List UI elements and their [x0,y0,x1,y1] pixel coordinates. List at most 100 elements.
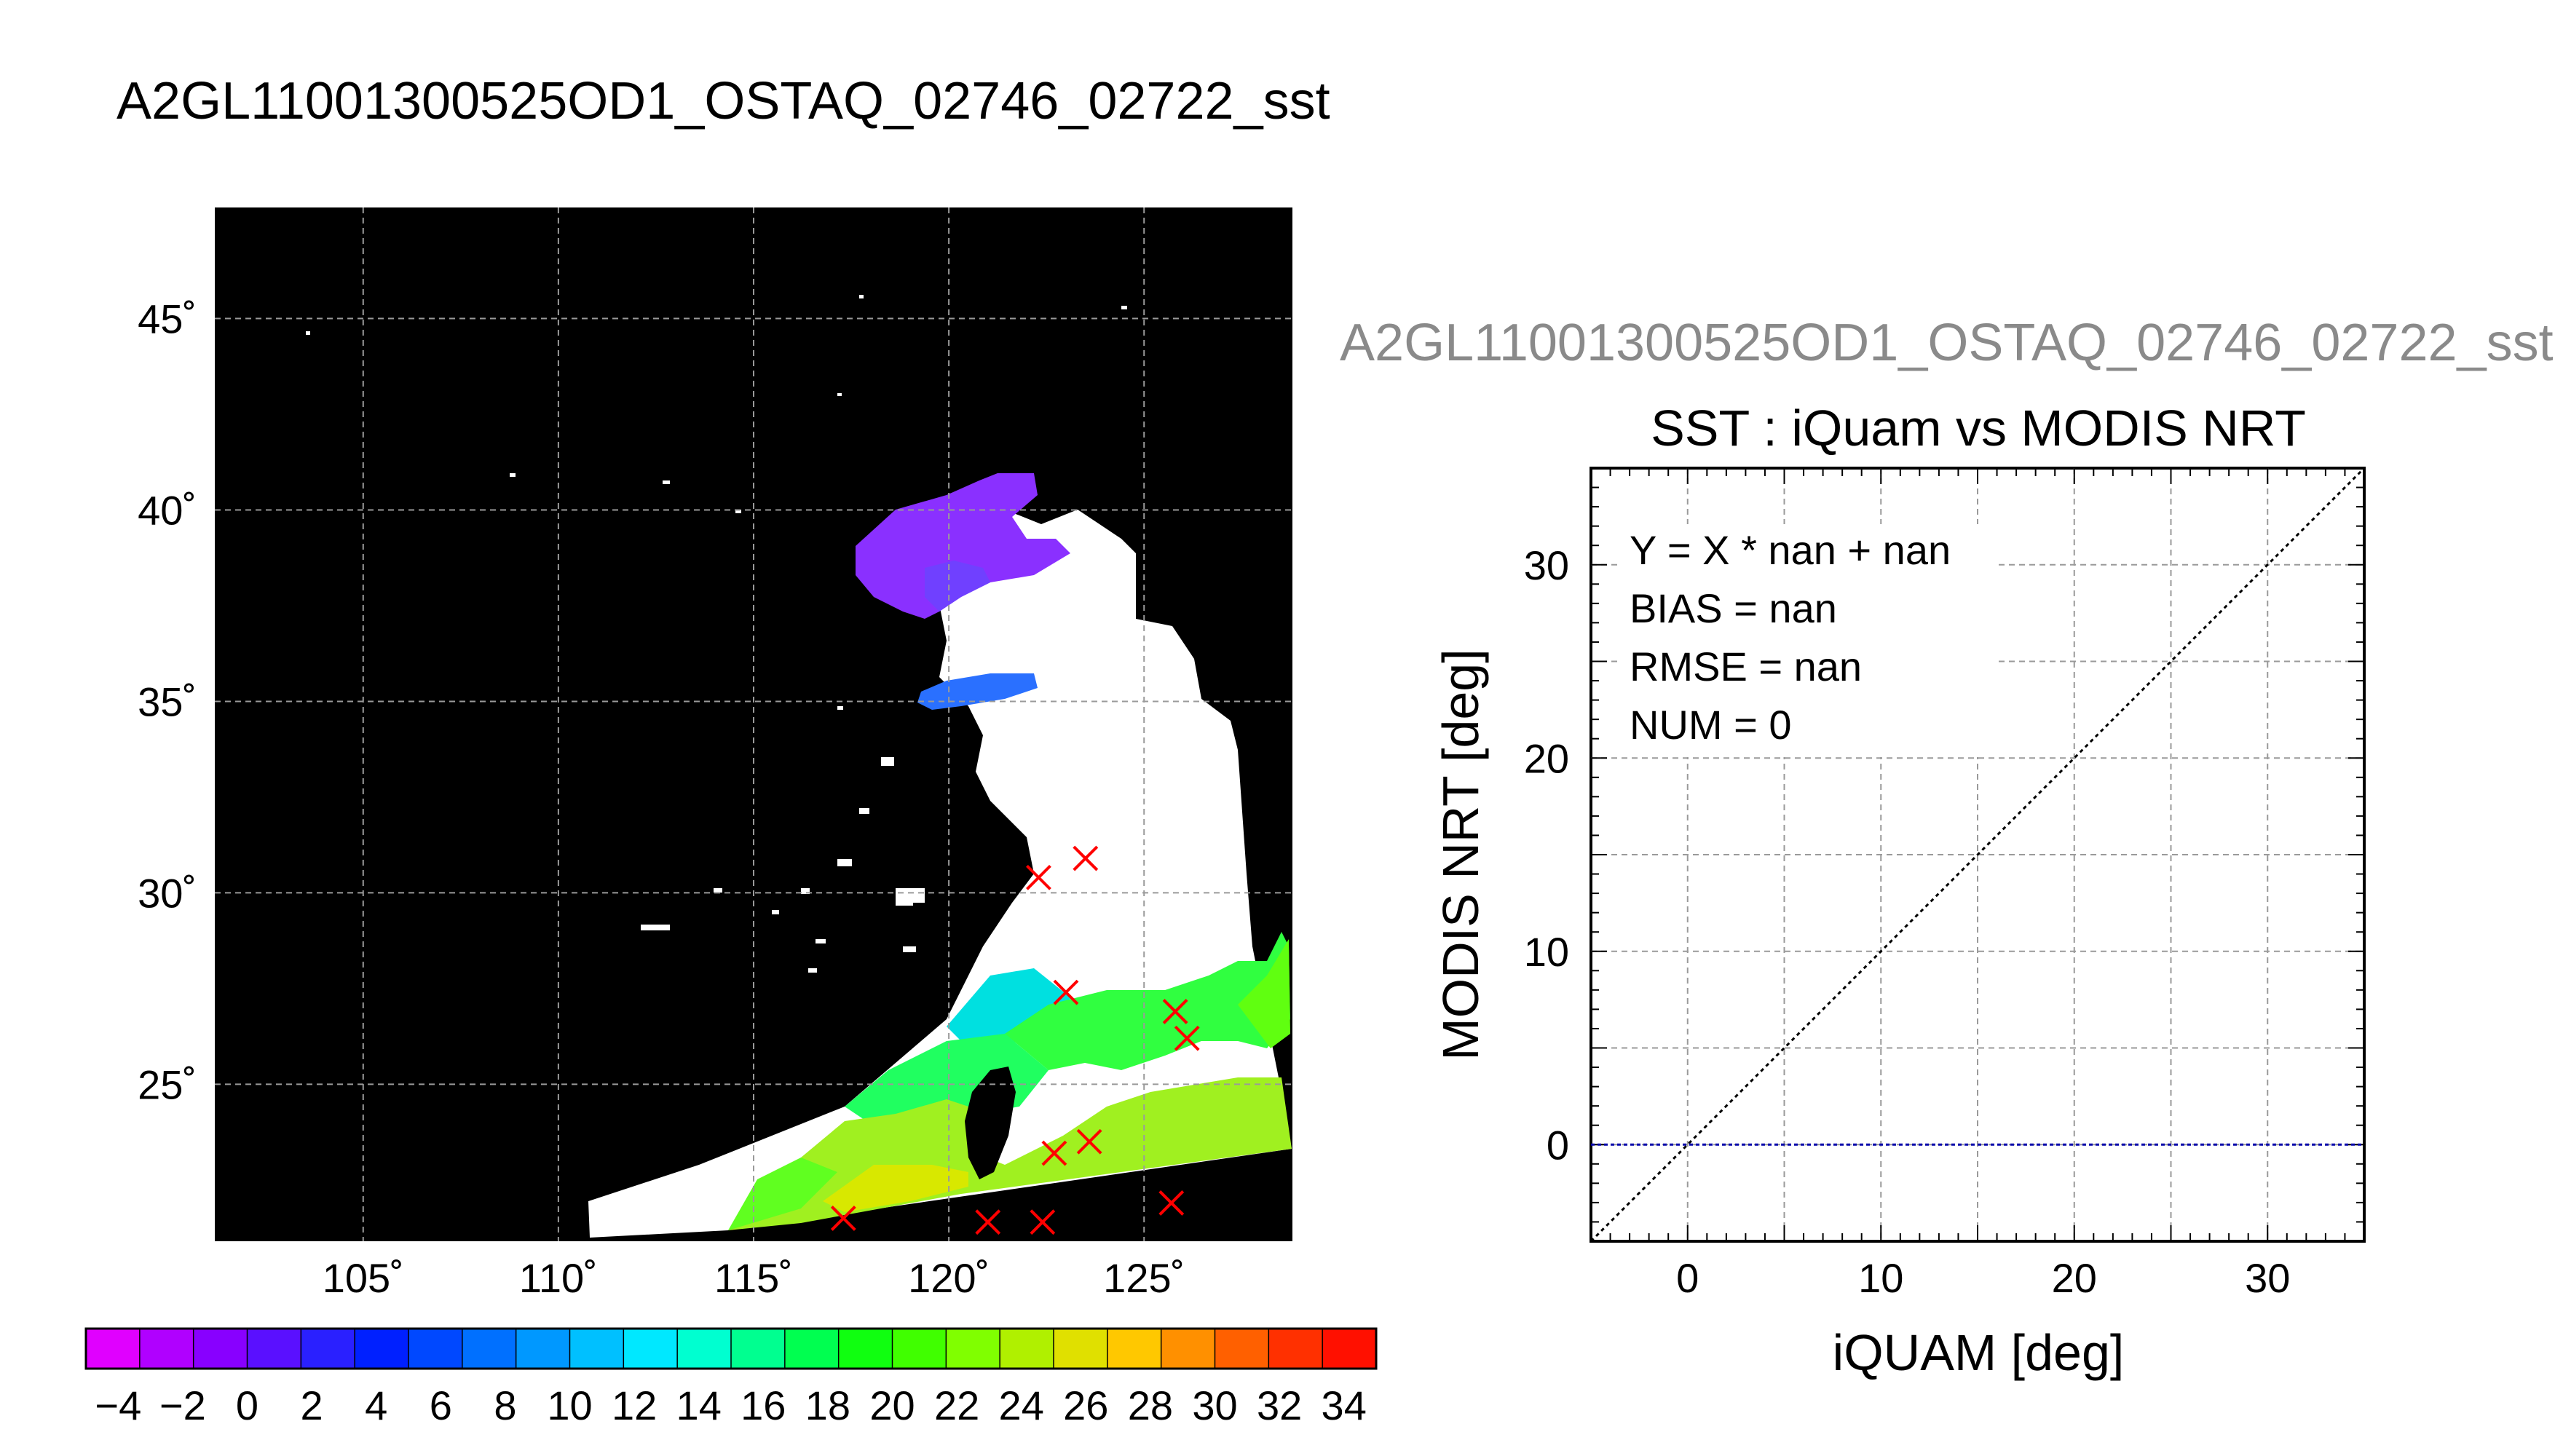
colorbar: −4 −2 0 2 4 6 8 10 12 14 16 18 20 22 24 26 28 30 32 34 [84,1327,1378,1428]
colorbar-tick-label: −4 [95,1382,141,1428]
lon-tick-label: 115˚ [714,1255,793,1301]
scatter-plot: SST : iQuam vs MODIS NRT 0 10 20 300102030 … [1432,400,2366,1381]
sst-marker-7 [830,1206,856,1231]
scatter-subtitle: A2GL11001300525OD1_OSTAQ_02746_02722_sst [1340,314,2554,372]
scatter-tick-labels: 0 10 20 30 0 10 20 30 [1524,542,2291,1301]
lat-tick-label: 30˚ [138,870,197,916]
lat-tick-label: 45˚ [138,296,197,342]
colorbar-cell [677,1329,732,1369]
lon-tick-label: 105˚ [323,1255,404,1301]
colorbar-cell [1000,1329,1054,1369]
sst-marker-8 [975,1209,1001,1235]
sst-patch-green-far-south [728,1158,837,1230]
sst-patch-yellow [823,1165,968,1212]
sst-map: 105˚ 110˚ 115˚ 120˚ 125˚ 45˚ 40˚ 35˚ 30˚ 25˚ [138,207,1292,1301]
sst-marker-6 [1076,1128,1102,1155]
sst-marker-9 [1030,1209,1056,1235]
y-tick-label: 0 [1547,1122,1569,1168]
map-tick-labels: 105˚ 110˚ 115˚ 120˚ 125˚ 45˚ 40˚ 35˚ 30˚ 25˚ [138,296,1185,1301]
y-axis-label: MODIS NRT [deg] [1432,649,1489,1060]
sst-marker-0 [1026,864,1051,890]
colorbar-tick-label: 22 [934,1382,979,1428]
colorbar-cell [86,1329,141,1369]
colorbar-cell [408,1329,463,1369]
colorbar-tick-label: 12 [612,1382,657,1428]
map-markers [830,845,1200,1235]
colorbar-tick-label: 2 [301,1382,323,1428]
stats-bias: BIAS = nan [1630,585,1837,631]
colorbar-tick-label: 26 [1063,1382,1108,1428]
colorbar-tick-label: 8 [494,1382,516,1428]
colorbar-tick-label: 0 [236,1382,258,1428]
colorbar-tick-label: 30 [1192,1382,1237,1428]
colorbar-tick-label: 32 [1257,1382,1302,1428]
sst-patch-yellowsea-n [925,561,990,612]
lat-tick-label: 25˚ [138,1061,197,1107]
y-tick-label: 20 [1524,735,1569,781]
stats-num: NUM = 0 [1630,702,1792,748]
stats-box [1620,524,1999,757]
stats-rmse: RMSE = nan [1630,644,1862,689]
main-title: A2GL11001300525OD1_OSTAQ_02746_02722_sst [117,72,1330,130]
scatter-title: SST : iQuam vs MODIS NRT [1651,400,2306,456]
map-grid [215,207,1292,1241]
sst-marker-4 [1174,1025,1200,1051]
colorbar-cell [516,1329,570,1369]
colorbar-tick-label: −2 [159,1382,206,1428]
x-tick-label: 20 [2052,1255,2097,1301]
sst-marker-3 [1162,999,1188,1024]
colorbar-tick-label: 24 [999,1382,1044,1428]
x-tick-label: 10 [1858,1255,1903,1301]
stats-equation: Y = X * nan + nan [1630,527,1951,573]
lon-tick-label: 120˚ [908,1255,990,1301]
colorbar-cell [838,1329,893,1369]
lat-tick-label: 40˚ [138,487,197,533]
colorbar-tick-label: 6 [430,1382,452,1428]
lon-tick-label: 110˚ [519,1255,598,1301]
colorbar-cell [623,1329,678,1369]
colorbar-tick-label: 4 [365,1382,387,1428]
sst-patch-green-north [1005,932,1290,1070]
colorbar-cell [1215,1329,1269,1369]
colorbar-cell [247,1329,301,1369]
colorbar-cell [731,1329,786,1369]
lon-tick-label: 125˚ [1103,1255,1185,1301]
colorbar-cell [1322,1329,1377,1369]
colorbar-cell [1161,1329,1215,1369]
sst-marker-2 [1053,979,1079,1005]
y-tick-label: 30 [1524,542,1569,588]
sst-patch-green-east [1238,939,1290,1048]
colorbar-tick-label: 20 [869,1382,915,1428]
x-tick-label: 0 [1676,1255,1699,1301]
lat-tick-label: 35˚ [138,678,197,724]
colorbar-cell [301,1329,355,1369]
sst-marker-10 [1158,1190,1185,1216]
colorbar-tick-label: 28 [1128,1382,1173,1428]
cloud-specks [306,295,1127,973]
colorbar-tick-label: 10 [547,1382,592,1428]
colorbar-cell [462,1329,517,1369]
colorbar-tick-label: 18 [805,1382,850,1428]
colorbar-cell [946,1329,1000,1369]
sst-marker-1 [1073,845,1099,871]
sst-marker-5 [1041,1140,1067,1166]
y-tick-label: 10 [1524,929,1569,975]
colorbar-tick-label: 34 [1322,1382,1367,1428]
taiwan-land [965,1067,1016,1179]
colorbar-tick-label: 14 [676,1382,722,1428]
colorbar-cell [1054,1329,1108,1369]
colorbar-cell [193,1329,248,1369]
colorbar-frame [84,1327,1378,1370]
colorbar-cell [355,1329,409,1369]
colorbar-cells [86,1329,1377,1369]
x-tick-label: 30 [2245,1255,2290,1301]
colorbar-cell [784,1329,840,1369]
colorbar-tick-label: 16 [741,1382,786,1428]
sst-patch-yellowsea [917,673,1038,710]
colorbar-cell [569,1329,624,1369]
one-to-one-line [1590,467,2366,1243]
x-axis-label: iQUAM [deg] [1833,1324,2125,1381]
colorbar-cell [1107,1329,1162,1369]
colorbar-cell [139,1329,194,1369]
